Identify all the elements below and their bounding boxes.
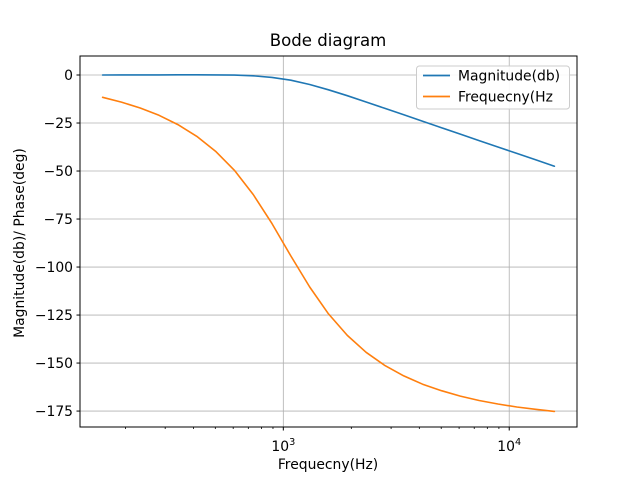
legend-label-magnitude: Magnitude(db) (458, 68, 560, 84)
legend-label-phase: Frequecny(Hz (458, 89, 553, 105)
y-tick-label: −150 (35, 356, 73, 372)
x-tick-label: 103 (271, 437, 295, 455)
y-tick-label: −175 (35, 404, 73, 420)
magnitude-curve (101, 74, 556, 167)
y-tick-label: 0 (64, 68, 73, 84)
chart-title: Bode diagram (270, 31, 387, 50)
legend-frame (416, 65, 570, 110)
y-tick-label: −25 (44, 116, 73, 132)
y-tick-label: −50 (44, 164, 73, 180)
legend: Magnitude(db) Frequecny(Hz (416, 65, 570, 110)
phase-curve (101, 96, 556, 413)
series-lines (101, 74, 556, 413)
axis-ticks: 0 −25 −50 −75 −100 −125 −150 −175 103 104 (35, 68, 521, 455)
y-tick-label: −100 (35, 260, 73, 276)
x-axis-label: Frequecny(Hz) (278, 457, 378, 473)
axes-frame (79, 55, 578, 428)
y-tick-label: −125 (35, 308, 73, 324)
y-tick-label: −75 (44, 212, 73, 228)
gridlines (80, 56, 577, 427)
x-tick-label: 104 (497, 437, 521, 455)
y-axis-label: Magnitude(db)/ Phase(deg) (12, 148, 28, 338)
